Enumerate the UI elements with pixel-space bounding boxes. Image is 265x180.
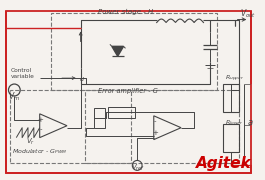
Text: Modulator - $G_{PWM}$: Modulator - $G_{PWM}$ [12, 148, 68, 156]
Text: $V_r$: $V_r$ [26, 137, 35, 147]
Text: $R_{lower}$: $R_{lower}$ [225, 118, 244, 127]
Bar [85, 90, 238, 163]
Text: Error amplifier - G: Error amplifier - G [98, 88, 158, 94]
Polygon shape [112, 46, 123, 56]
Bar [51, 13, 217, 90]
Bar [10, 90, 131, 163]
Text: +: + [38, 117, 44, 123]
Text: $V_m$: $V_m$ [8, 91, 21, 104]
Text: d: d [80, 77, 84, 82]
Text: Power stage - H: Power stage - H [98, 9, 153, 15]
Text: $R_{upper}$: $R_{upper}$ [225, 74, 244, 84]
Text: Agitek: Agitek [196, 156, 251, 171]
Bar [108, 107, 135, 118]
Text: $V_{out}$: $V_{out}$ [240, 8, 256, 20]
Bar [223, 84, 238, 112]
Text: -: - [39, 127, 42, 133]
Text: +: + [152, 130, 158, 136]
Bar [94, 108, 105, 128]
Text: -: - [153, 118, 156, 124]
Bar [223, 124, 238, 152]
Text: $V_{ref}$: $V_{ref}$ [131, 162, 145, 173]
Text: Control
variable: Control variable [10, 68, 34, 79]
Text: a: a [247, 118, 253, 127]
